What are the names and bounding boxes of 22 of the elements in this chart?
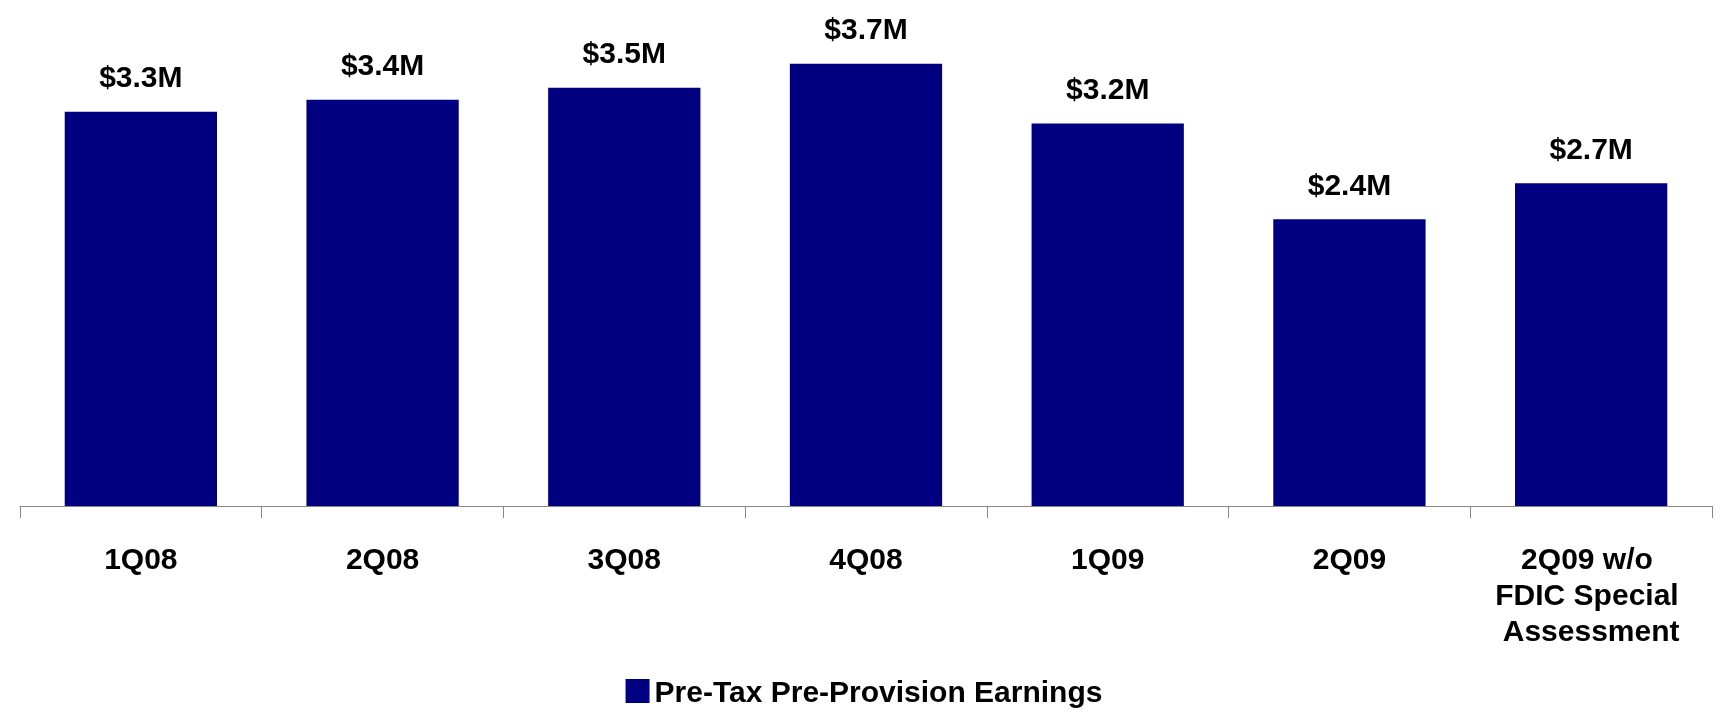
legend-label: Pre-Tax Pre-Provision Earnings xyxy=(654,674,1103,708)
data-label: $3.3M xyxy=(99,60,183,94)
bar xyxy=(64,111,217,506)
x-tick-label: 2Q09 xyxy=(1312,541,1387,575)
x-tick-label: 1Q08 xyxy=(104,541,178,575)
data-label: $3.2M xyxy=(1066,72,1150,106)
bar xyxy=(1273,219,1426,506)
bar xyxy=(548,87,701,506)
data-label: $2.4M xyxy=(1307,167,1392,201)
bar xyxy=(1515,183,1668,506)
data-label: $2.7M xyxy=(1549,131,1633,165)
x-tick-label: 1Q09 xyxy=(1071,541,1145,575)
data-label: $3.5M xyxy=(582,36,666,70)
bar xyxy=(1031,123,1184,506)
x-tick-label: 4Q08 xyxy=(829,541,903,575)
x-tick-label: 2Q08 xyxy=(345,541,420,575)
bar xyxy=(306,99,459,506)
x-tick-label: 2Q09 w/o FDIC Special Assessment xyxy=(1495,541,1687,647)
bar xyxy=(789,63,943,506)
x-tick-label: 3Q08 xyxy=(587,541,661,575)
data-label: $3.4M xyxy=(340,48,425,82)
data-label: $3.7M xyxy=(824,12,908,46)
